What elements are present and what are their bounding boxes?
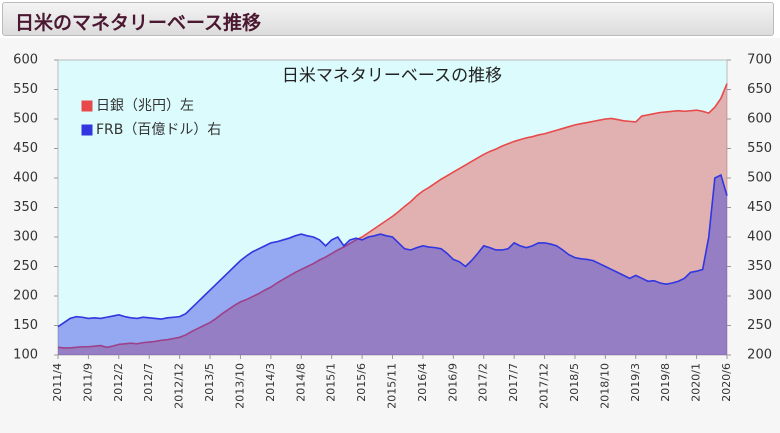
header-title: 日米のマネタリーベース推移 — [15, 12, 262, 34]
y2-tick-label: 700 — [747, 53, 772, 68]
area — [58, 83, 727, 355]
x-tick-label: 2019/8 — [659, 363, 672, 402]
x-tick-label: 2018/5 — [568, 363, 581, 402]
y2-tick-label: 250 — [747, 318, 772, 333]
y2-tick-label: 450 — [747, 200, 772, 215]
plot-area — [57, 59, 728, 356]
y-tick-label: 600 — [13, 53, 38, 68]
x-tick-label: 2014/8 — [294, 363, 307, 402]
y-tick-label: 200 — [13, 289, 38, 304]
x-tick-label: 2014/3 — [264, 363, 277, 402]
legend-label: 日銀（兆円）左 — [96, 98, 194, 114]
chart-title: 日米マネタリーベースの推移 — [282, 66, 502, 86]
legend-label: FRB（百億ドル）右 — [96, 122, 221, 138]
y-tick-label: 250 — [13, 259, 38, 274]
y2-tick-label: 200 — [747, 348, 772, 363]
x-tick-label: 2012/2 — [112, 363, 125, 402]
x-tick-label: 2016/9 — [446, 363, 459, 402]
legend-swatch — [81, 124, 93, 136]
y-tick-label: 450 — [13, 141, 38, 156]
x-tick-label: 2011/4 — [51, 363, 64, 402]
y-tick-label: 400 — [13, 171, 38, 186]
x-tick-label: 2012/7 — [142, 363, 155, 402]
area — [58, 175, 727, 355]
y-tick-label: 100 — [13, 348, 38, 363]
line — [57, 83, 728, 349]
y2-tick-label: 550 — [747, 141, 772, 156]
x-tick-label: 2017/12 — [538, 363, 551, 409]
x-tick-label: 2012/12 — [173, 363, 186, 409]
y-tick-label: 550 — [13, 82, 38, 97]
y2-tick-label: 350 — [747, 259, 772, 274]
x-tick-label: 2017/7 — [507, 363, 520, 402]
x-tick-label: 2019/3 — [629, 363, 642, 402]
y2-tick-label: 600 — [747, 112, 772, 127]
x-tick-label: 2017/2 — [477, 363, 490, 402]
x-tick-label: 2013/10 — [233, 363, 246, 409]
chart: 100 150 200 250 300 350 400 450 500 550 600 200 250 3… — [0, 38, 780, 433]
y-tick-label: 500 — [13, 112, 38, 127]
y2-tick-label: 650 — [747, 82, 772, 97]
x-tick-label: 2013/5 — [203, 363, 216, 402]
x-tick-label: 2011/9 — [81, 363, 94, 402]
line — [57, 173, 728, 328]
y-tick-label: 300 — [13, 230, 38, 245]
x-tick-label: 2020/6 — [720, 363, 733, 402]
x-tick-label: 2015/1 — [325, 363, 338, 402]
header: 日米のマネタリーベース推移 — [2, 2, 774, 36]
y-tick-label: 350 — [13, 200, 38, 215]
x-tick-label: 2015/11 — [386, 363, 399, 409]
x-tick-label: 2020/1 — [690, 363, 703, 402]
x-tick-label: 2018/10 — [598, 363, 611, 409]
x-tick-label: 2016/4 — [416, 363, 429, 402]
y-tick-label: 150 — [13, 318, 38, 333]
legend-swatch — [81, 100, 93, 112]
y2-tick-label: 400 — [747, 230, 772, 245]
x-tick-label: 2015/6 — [355, 363, 368, 402]
y2-tick-label: 300 — [747, 289, 772, 304]
y2-tick-label: 500 — [747, 171, 772, 186]
